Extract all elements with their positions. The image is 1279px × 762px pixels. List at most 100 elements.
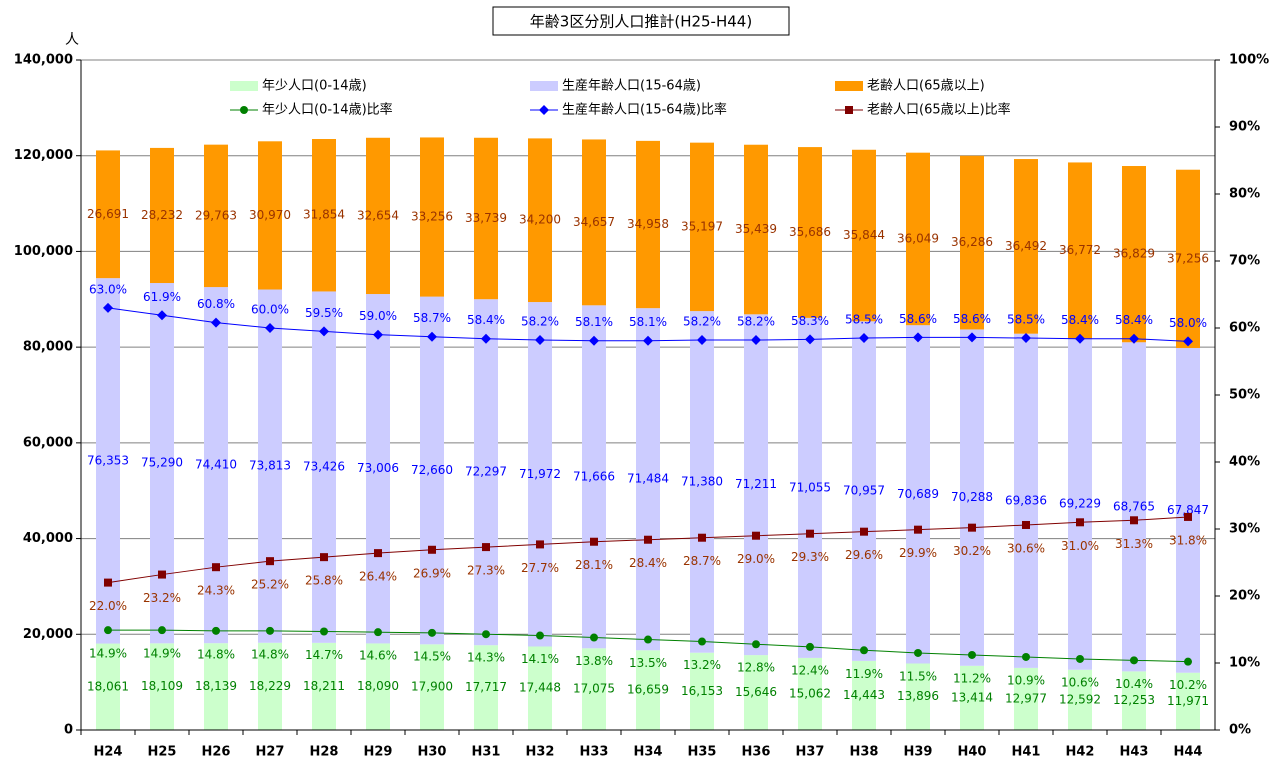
x-tick-label: H35: [688, 745, 717, 760]
bar-value-label: 36,049: [897, 231, 939, 245]
line-marker: [265, 323, 275, 333]
line-value-label: 58.4%: [1115, 313, 1153, 327]
x-tick-label: H25: [148, 745, 177, 760]
line-marker: [1022, 652, 1030, 661]
bar: [150, 643, 174, 730]
bar: [960, 329, 984, 666]
x-tick-label: H30: [418, 745, 447, 760]
bar-value-label: 12,253: [1113, 693, 1155, 707]
bar: [1014, 159, 1038, 334]
bar-value-label: 31,854: [303, 208, 345, 222]
line-value-label: 58.1%: [629, 315, 667, 329]
line-marker: [428, 628, 436, 637]
bar: [960, 155, 984, 330]
line-marker: [320, 627, 328, 636]
bar: [366, 643, 390, 730]
line-marker: [1130, 516, 1138, 525]
line-value-label: 13.5%: [629, 656, 667, 670]
y2-tick-label: 30%: [1229, 522, 1260, 537]
line-marker: [1130, 656, 1138, 665]
line-value-label: 27.7%: [521, 561, 559, 575]
line-marker: [1076, 654, 1084, 663]
line-marker: [805, 334, 815, 345]
bar-value-label: 73,426: [303, 460, 345, 474]
bar-value-label: 18,211: [303, 679, 345, 693]
bar: [582, 305, 606, 649]
line-marker: [860, 527, 868, 536]
line-marker: [374, 549, 382, 558]
line-value-label: 24.3%: [197, 584, 235, 598]
bar: [474, 299, 498, 646]
line-marker: [751, 335, 761, 346]
line-value-label: 14.9%: [89, 647, 127, 661]
line-value-label: 10.2%: [1169, 678, 1207, 692]
line-value-label: 60.0%: [251, 303, 289, 317]
bar: [906, 152, 930, 326]
y2-tick-label: 80%: [1229, 187, 1260, 202]
y-tick-label: 20,000: [23, 627, 73, 642]
line-marker: [535, 335, 545, 346]
bar-value-label: 18,139: [195, 679, 237, 693]
bar: [744, 144, 768, 315]
line-marker: [104, 578, 112, 587]
line-marker: [1075, 333, 1085, 344]
bar: [744, 314, 768, 656]
bar-value-label: 18,229: [249, 679, 291, 693]
line-marker: [319, 326, 329, 337]
line-value-label: 58.3%: [791, 314, 829, 328]
bar-value-label: 17,448: [519, 681, 561, 695]
bar: [798, 317, 822, 658]
x-tick-label: H41: [1012, 745, 1041, 760]
bar-value-label: 26,691: [87, 207, 129, 221]
line-value-label: 14.8%: [251, 647, 289, 661]
line-value-label: 30.2%: [953, 544, 991, 558]
line-value-label: 58.4%: [1061, 313, 1099, 327]
line-marker: [1076, 518, 1084, 527]
x-tick-label: H38: [850, 745, 879, 760]
bar-value-label: 72,297: [465, 465, 507, 479]
line-marker: [643, 335, 653, 346]
line-value-label: 63.0%: [89, 282, 127, 296]
line-marker: [913, 332, 923, 343]
line-value-label: 28.4%: [629, 556, 667, 570]
x-tick-label: H40: [958, 745, 987, 760]
bar: [1122, 671, 1146, 730]
bar-value-label: 71,380: [681, 474, 723, 488]
y-tick-label: 100,000: [14, 244, 73, 259]
x-tick-label: H34: [634, 745, 663, 760]
bar: [1176, 348, 1200, 673]
line-value-label: 14.3%: [467, 651, 505, 665]
line-value-label: 11.9%: [845, 667, 883, 681]
line-marker: [698, 533, 706, 542]
bar: [528, 138, 552, 303]
line-value-label: 29.6%: [845, 548, 883, 562]
legend-label: 年少人口(0-14歳)比率: [262, 102, 393, 118]
line-marker: [967, 332, 977, 343]
bar: [150, 147, 174, 284]
bar: [636, 140, 660, 309]
line-value-label: 10.6%: [1061, 675, 1099, 689]
line-value-label: 23.2%: [143, 591, 181, 605]
bar-value-label: 18,109: [141, 679, 183, 693]
line-value-label: 58.1%: [575, 315, 613, 329]
y-tick-label: 40,000: [23, 531, 73, 546]
y-tick-label: 140,000: [14, 53, 73, 68]
bar: [258, 141, 282, 290]
line-value-label: 58.4%: [467, 313, 505, 327]
bar: [690, 142, 714, 312]
line-value-label: 13.8%: [575, 654, 613, 668]
legend-swatch: [530, 81, 558, 91]
x-tick-label: H27: [256, 745, 285, 760]
line-value-label: 30.6%: [1007, 541, 1045, 555]
line-marker: [158, 626, 166, 635]
line-value-label: 22.0%: [89, 599, 127, 613]
line-marker: [1184, 657, 1192, 666]
bar-value-label: 35,439: [735, 222, 777, 236]
line-value-label: 61.9%: [143, 290, 181, 304]
y2-tick-label: 50%: [1229, 388, 1260, 403]
bar: [906, 663, 930, 730]
line-value-label: 25.2%: [251, 578, 289, 592]
bar-value-label: 12,592: [1059, 692, 1101, 706]
bar-value-label: 70,957: [843, 484, 885, 498]
bar: [528, 302, 552, 647]
